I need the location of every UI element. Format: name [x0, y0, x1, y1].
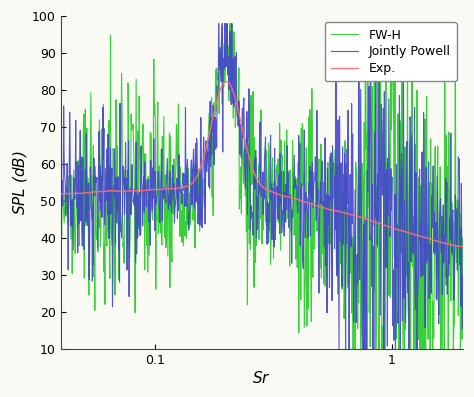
Legend: FW-H, Jointly Powell, Exp.: FW-H, Jointly Powell, Exp. [325, 22, 456, 81]
Y-axis label: $SPL$ (dB): $SPL$ (dB) [11, 150, 29, 215]
FW-H [350, 347, 356, 352]
FW-H [315, 228, 320, 233]
FW-H [82, 107, 88, 112]
FW-H [302, 274, 308, 279]
Exp. [58, 191, 64, 196]
FW-H [292, 186, 298, 191]
Jointly Powell [302, 235, 308, 240]
Line: Jointly Powell: Jointly Powell [61, 23, 463, 349]
Jointly Powell [315, 203, 320, 208]
Exp. [302, 200, 308, 204]
Exp. [459, 244, 465, 249]
Exp. [364, 217, 369, 222]
FW-H [460, 239, 466, 243]
Jointly Powell [364, 219, 370, 224]
X-axis label: $Sr$: $Sr$ [252, 370, 271, 386]
Exp. [315, 203, 320, 208]
Jointly Powell [216, 21, 221, 26]
Exp. [292, 197, 298, 201]
Jointly Powell [336, 347, 342, 352]
Exp. [405, 230, 410, 235]
Jointly Powell [58, 187, 64, 192]
FW-H [58, 197, 64, 201]
Jointly Powell [405, 260, 411, 265]
Jointly Powell [460, 273, 466, 278]
FW-H [224, 21, 230, 26]
Exp. [460, 244, 466, 249]
Line: Exp.: Exp. [61, 82, 463, 247]
FW-H [405, 303, 411, 308]
Exp. [223, 79, 228, 84]
FW-H [364, 131, 370, 135]
Jointly Powell [82, 167, 88, 172]
Line: FW-H: FW-H [61, 23, 463, 349]
Exp. [82, 191, 88, 195]
Jointly Powell [292, 186, 298, 191]
